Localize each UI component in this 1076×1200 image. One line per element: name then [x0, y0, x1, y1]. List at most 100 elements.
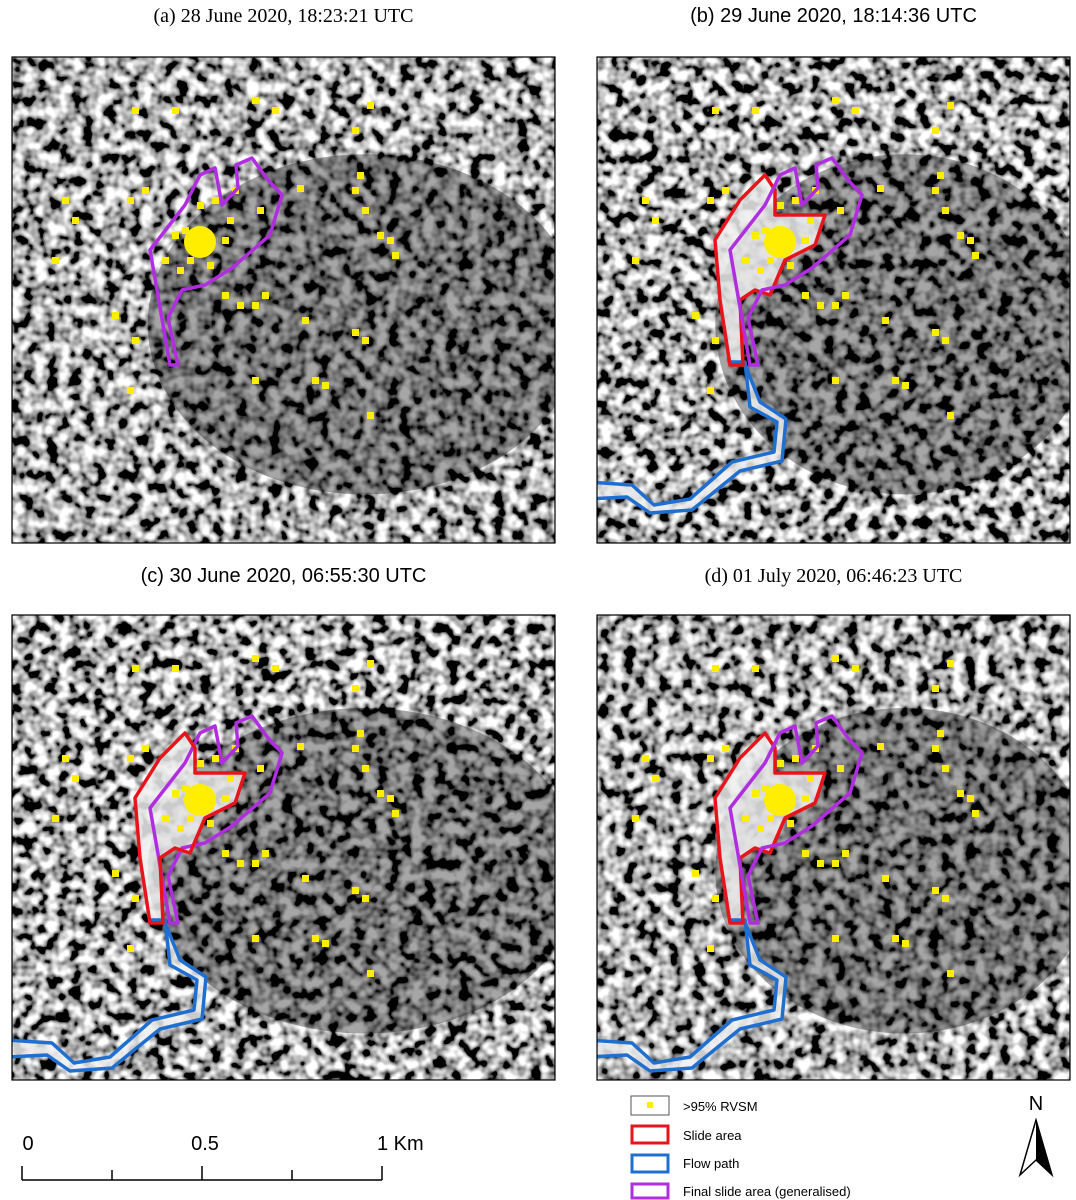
rvsm-pixel: [62, 755, 69, 762]
legend-swatch: [632, 1155, 668, 1172]
map-panel: [12, 57, 582, 543]
rvsm-pixel: [752, 232, 759, 239]
rvsm-pixel: [932, 329, 939, 336]
rvsm-pixel: [172, 665, 179, 672]
rvsm-pixel: [257, 207, 264, 214]
rvsm-pixel: [362, 337, 369, 344]
rvsm-pixel: [947, 970, 954, 977]
legend-label: Final slide area (generalised): [683, 1184, 851, 1199]
rvsm-pixel: [387, 237, 394, 244]
rvsm-cluster: [764, 784, 796, 816]
rvsm-cluster: [184, 784, 216, 816]
rvsm-pixel: [322, 382, 329, 389]
rvsm-pixel: [212, 197, 219, 204]
rvsm-pixel: [707, 197, 714, 204]
rvsm-pixel: [172, 107, 179, 114]
rvsm-pixel: [707, 945, 714, 952]
rvsm-pixel: [967, 795, 974, 802]
rvsm-pixel: [932, 745, 939, 752]
legend-swatch: [632, 1126, 668, 1143]
rvsm-pixel: [207, 820, 214, 827]
rvsm-pixel: [712, 107, 719, 114]
rvsm-pixel: [722, 745, 729, 752]
legend-swatch: [632, 1184, 668, 1198]
rvsm-pixel: [787, 262, 794, 269]
rvsm-pixel: [222, 292, 229, 299]
rvsm-pixel: [177, 267, 184, 274]
rvsm-pixel: [352, 187, 359, 194]
rvsm-pixel: [352, 887, 359, 894]
legend-label: >95% RVSM: [683, 1099, 758, 1114]
rvsm-pixel: [967, 237, 974, 244]
rvsm-pixel: [817, 302, 824, 309]
legend-dot: [647, 1102, 653, 1108]
rvsm-pixel: [162, 815, 169, 822]
legend-label: Slide area: [683, 1128, 742, 1143]
rvsm-pixel: [212, 755, 219, 762]
scale-label: 1 Km: [377, 1133, 424, 1155]
rvsm-pixel: [802, 850, 809, 857]
rvsm-pixel: [972, 810, 979, 817]
rvsm-pixel: [742, 257, 749, 264]
rvsm-pixel: [757, 267, 764, 274]
rvsm-pixel: [752, 665, 759, 672]
rvsm-pixel: [937, 172, 944, 179]
rvsm-pixel: [367, 412, 374, 419]
rvsm-pixel: [222, 237, 229, 244]
rvsm-pixel: [902, 940, 909, 947]
rvsm-pixel: [177, 825, 184, 832]
rvsm-pixel: [972, 252, 979, 259]
rvsm-pixel: [362, 207, 369, 214]
rvsm-pixel: [752, 790, 759, 797]
rvsm-pixel: [197, 760, 204, 767]
rvsm-pixel: [767, 815, 774, 822]
legend: >95% RVSM Slide area Flow path Final sli…: [631, 1096, 851, 1199]
rvsm-pixel: [362, 895, 369, 902]
rvsm-pixel: [942, 895, 949, 902]
rvsm-pixel: [892, 377, 899, 384]
rvsm-pixel: [957, 790, 964, 797]
rvsm-pixel: [227, 775, 234, 782]
rvsm-pixel: [642, 755, 649, 762]
figure: (a) 28 June 2020, 18:23:21 UTC(b) 29 Jun…: [0, 0, 1076, 1200]
rvsm-pixel: [72, 217, 79, 224]
rvsm-pixel: [322, 940, 329, 947]
rvsm-pixel: [932, 127, 939, 134]
rvsm-pixel: [777, 760, 784, 767]
rvsm-pixel: [52, 815, 59, 822]
rvsm-pixel: [852, 665, 859, 672]
map-panel: [7, 615, 582, 1080]
rvsm-pixel: [852, 107, 859, 114]
rvsm-pixel: [62, 197, 69, 204]
rvsm-pixel: [352, 127, 359, 134]
panel-title: (b) 29 June 2020, 18:14:36 UTC: [690, 5, 977, 27]
north-label: N: [1029, 1093, 1043, 1115]
rvsm-pixel: [832, 377, 839, 384]
rvsm-cluster: [184, 226, 216, 258]
rvsm-pixel: [132, 107, 139, 114]
rvsm-pixel: [367, 970, 374, 977]
rvsm-pixel: [262, 292, 269, 299]
rvsm-pixel: [127, 755, 134, 762]
rvsm-pixel: [947, 102, 954, 109]
rvsm-pixel: [252, 655, 259, 662]
rvsm-pixel: [127, 197, 134, 204]
rvsm-pixel: [207, 262, 214, 269]
rvsm-pixel: [832, 860, 839, 867]
rvsm-pixel: [377, 790, 384, 797]
rvsm-pixel: [252, 860, 259, 867]
rvsm-cluster: [764, 226, 796, 258]
rvsm-pixel: [237, 860, 244, 867]
rvsm-pixel: [942, 765, 949, 772]
rvsm-pixel: [842, 292, 849, 299]
rvsm-pixel: [777, 202, 784, 209]
rvsm-pixel: [112, 870, 119, 877]
rvsm-pixel: [132, 665, 139, 672]
rvsm-pixel: [297, 185, 304, 192]
rvsm-pixel: [792, 755, 799, 762]
rvsm-pixel: [392, 810, 399, 817]
rvsm-pixel: [892, 935, 899, 942]
rvsm-pixel: [757, 825, 764, 832]
rvsm-pixel: [832, 655, 839, 662]
rvsm-pixel: [362, 765, 369, 772]
